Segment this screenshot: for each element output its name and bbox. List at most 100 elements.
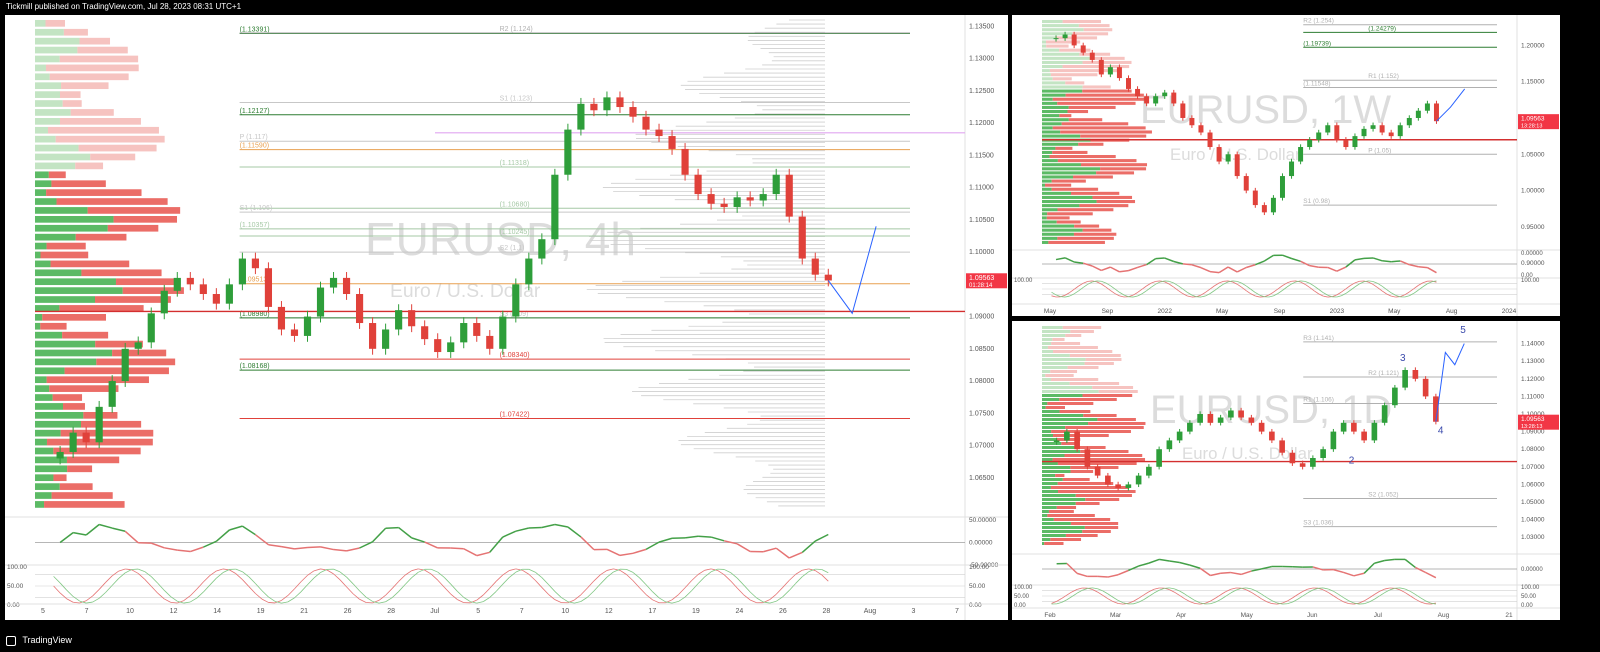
volume-profile-bar-buy [35,162,76,170]
stochastic-k-segment [1255,295,1260,298]
volume-profile-bar-buy [1042,374,1046,377]
chart-svg-4h[interactable]: EURUSD, 4h Euro / U.S. Dollar (1.13391) R2 … [5,15,1008,620]
volume-profile-bar-buy [1042,236,1058,240]
stochastic-d-segment [1210,601,1216,605]
stochastic-left-label: 0.00 [7,602,20,609]
price-tag-countdown: 13:28:13 [1521,424,1542,430]
stochastic-k-segment [1138,594,1144,599]
volume-profile-bar-buy [35,296,95,303]
stochastic-k-segment [1381,290,1387,295]
time-axis-label: 5 [476,608,480,615]
volume-profile-bar-buy [1042,542,1045,545]
stochastic-d-segment [365,596,373,602]
stochastic-k-segment [411,568,419,572]
volume-profile-bar-sell [75,162,104,170]
stochastic-d-segment [736,577,744,586]
oscillator-line-segment [1300,260,1310,267]
oscillator-line-segment [1119,269,1129,273]
stochastic-d-segment [691,583,699,592]
oscillator-line-segment [1263,254,1274,262]
volume-profile-bar-sell [1053,518,1111,521]
volume-profile-bar-buy [1042,122,1062,126]
oscillator-line-segment [515,527,530,532]
volume-profile-bar-buy [1042,110,1068,114]
stochastic-k-segment [1174,591,1180,596]
stochastic-k-segment [1236,283,1242,288]
volume-profile-bar-buy [1042,422,1089,425]
stochastic-d-segment [281,601,289,604]
level-label: R2 (1.121) [1368,370,1399,377]
stochastic-k-segment [144,579,152,587]
stochastic-d-segment [808,568,816,573]
volume-profile-bar-sell [1053,350,1113,353]
volume-profile-bar-sell [1056,220,1081,224]
stochastic-d-segment [1158,588,1165,591]
stochastic-k-segment [1246,290,1252,295]
volume-profile-bar-sell [1070,330,1094,333]
volume-profile-bar-buy [1042,402,1048,405]
oscillator-line-segment [385,526,399,529]
stochastic-d-segment [1112,596,1119,601]
stochastic-d-segment [125,569,132,574]
stochastic-d-segment [1350,286,1356,291]
stochastic-d-segment [1071,592,1078,597]
chart-panel-4h[interactable]: EURUSD, 4h Euro / U.S. Dollar (1.13391) R2 … [5,15,1008,620]
volume-profile-bar-buy [35,322,41,330]
stochastic-d-segment [1209,290,1215,294]
candle-body [590,103,598,111]
volume-profile-bar-buy [1042,430,1052,433]
stochastic-d-segment [391,591,399,598]
oscillator-line-segment [1066,562,1078,574]
volume-profile-bar-sell [51,492,113,499]
volume-profile-bar-sell [1050,370,1078,373]
volume-profile-bar-sell [1075,502,1100,505]
stochastic-k-segment [606,568,614,571]
volume-profile-bar-sell [53,447,141,455]
candle-body [1074,431,1080,450]
stochastic-k-segment [775,587,784,595]
volume-profile-bar-buy [1042,146,1056,150]
oscillator-axis-label: 0.00000 [969,540,993,547]
volume-profile-bar-sell [1044,542,1064,545]
stochastic-k-segment [1302,588,1308,592]
oscillator-line-segment [723,540,738,545]
candle-body [160,290,168,314]
stochastic-d-segment [1182,288,1188,293]
stochastic-d-segment [788,583,797,591]
stochastic-axis-label: 50.00 [1521,594,1537,600]
stochastic-d-segment [1338,593,1344,599]
volume-profile-bar-sell [40,322,67,330]
volume-profile-bar-sell [49,385,119,392]
stochastic-d-segment [261,590,269,598]
stochastic-d-segment [150,576,159,584]
level-label: (1.10245) [500,229,530,236]
candle-body [551,174,559,240]
volume-profile-bar-sell [1049,69,1118,73]
stochastic-d-segment [567,601,575,604]
stochastic-k-segment [1300,281,1306,285]
stochastic-k-segment [443,586,452,595]
price-axis-label: 1.00000 [1521,188,1545,195]
stochastic-k-segment [1333,595,1339,600]
candle-body [1320,449,1326,458]
volume-profile-bar-sell [1079,446,1106,449]
oscillator-line-segment [1209,270,1220,274]
time-axis-label: May [1241,612,1254,619]
stochastic-d-segment [1092,280,1097,283]
stochastic-d-segment [1282,286,1288,291]
level-label: (1.11318) [500,160,529,167]
volume-profile-bar-buy [35,153,91,161]
volume-profile-bar-sell [48,171,66,179]
stochastic-d-segment [1178,285,1184,290]
stochastic-d-segment [1404,588,1411,592]
time-axis-label: 12 [170,608,178,615]
candle-body [82,432,90,443]
chart-panel-1d[interactable]: EURUSD, 1D Euro / U.S. Dollar R3 (1.141) R2… [1012,321,1560,620]
stochastic-axis-label: 50.00 [969,583,986,590]
time-axis-label: 28 [387,608,395,615]
candle-body [746,197,754,201]
volume-profile-bar-sell [1085,358,1122,361]
